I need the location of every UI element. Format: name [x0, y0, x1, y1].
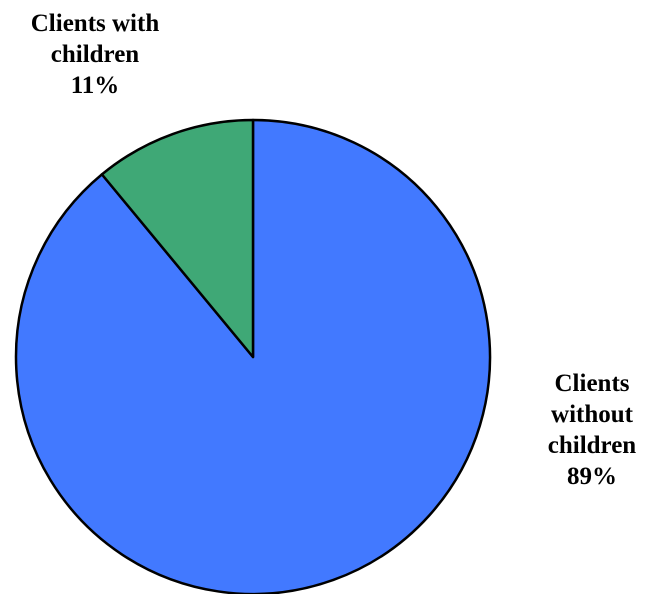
- slice-label-clients-without-children: Clients without children 89%: [532, 368, 652, 492]
- slice-label-line: Clients with: [30, 10, 160, 37]
- slice-label-line: children: [547, 432, 637, 459]
- slice-label-line: Clients: [554, 370, 630, 397]
- slice-percent-label: 11%: [70, 72, 120, 99]
- slice-label-line: children: [50, 41, 140, 68]
- slice-label-clients-with-children: Clients with children 11%: [0, 8, 190, 101]
- slice-percent-label: 89%: [567, 463, 617, 490]
- slice-label-line: without: [551, 401, 633, 428]
- pie-slice-1: [100, 118, 255, 359]
